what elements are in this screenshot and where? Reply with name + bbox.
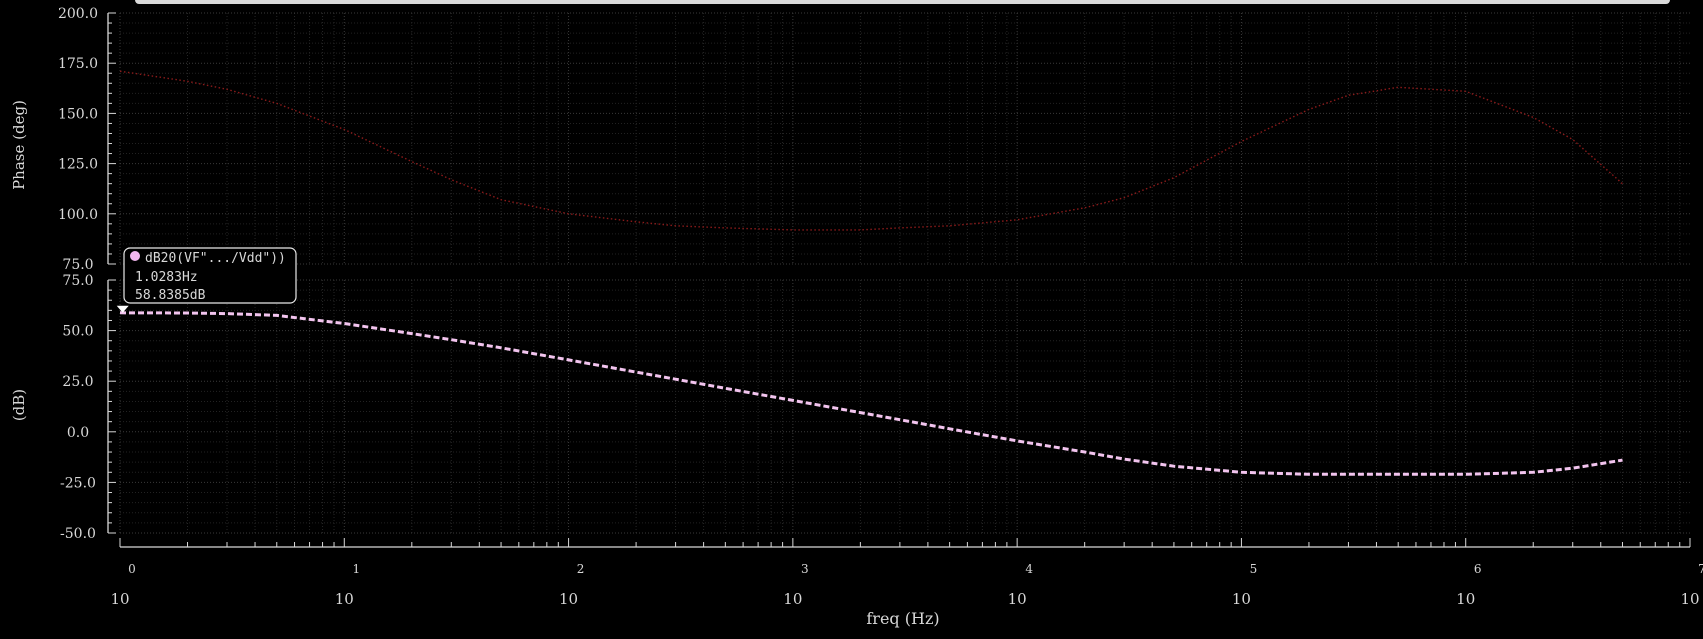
db-y-tick-label: -50.0 xyxy=(60,526,96,542)
x-tick-exponent: 3 xyxy=(801,562,809,576)
x-tick-base: 10 xyxy=(1232,590,1251,608)
db-y-tick-label: 50.0 xyxy=(62,324,93,340)
x-tick-exponent: 1 xyxy=(352,562,360,576)
phase-series-line xyxy=(119,70,1623,231)
phase-axis-label: Phase (deg) xyxy=(10,100,28,190)
marker-readout[interactable]: dB20(VF".../Vdd")) 1.0283Hz 58.8385dB xyxy=(123,247,297,304)
phase-y-tick-label: 125.0 xyxy=(58,157,98,173)
marker-point xyxy=(116,305,129,313)
db-y-tick-label: 0.0 xyxy=(67,425,89,441)
x-tick-base: 10 xyxy=(1456,590,1475,608)
phase-y-tick-label: 200.0 xyxy=(58,6,98,22)
x-tick-base: 10 xyxy=(335,590,354,608)
db-y-tick-label: 25.0 xyxy=(62,374,93,390)
x-tick-exponent: 2 xyxy=(577,562,585,576)
phase-y-tick-label: 75.0 xyxy=(62,257,93,273)
phase-y-tick-label: 175.0 xyxy=(58,56,98,72)
db-axis-label: (dB) xyxy=(10,389,28,421)
x-tick-exponent: 5 xyxy=(1250,562,1258,576)
x-tick-exponent: 0 xyxy=(128,562,136,576)
marker-y-value: 58.8385dB xyxy=(135,288,206,303)
db-y-tick-label: -25.0 xyxy=(60,475,96,491)
phase-y-tick-label: 150.0 xyxy=(58,106,98,122)
x-tick-exponent: 6 xyxy=(1474,562,1482,576)
x-tick-exponent: 4 xyxy=(1025,562,1033,576)
x-tick-base: 10 xyxy=(559,590,578,608)
x-tick-base: 10 xyxy=(783,590,802,608)
db-series-line xyxy=(119,311,1623,476)
marker-trace-label: dB20(VF".../Vdd")) xyxy=(145,251,286,266)
x-tick-base: 10 xyxy=(1008,590,1027,608)
marker-x-value: 1.0283Hz xyxy=(135,270,198,285)
phase-y-tick-label: 100.0 xyxy=(58,207,98,223)
x-tick-base: 10 xyxy=(1680,590,1699,608)
marker-color-dot xyxy=(130,251,140,261)
marker-readout-box xyxy=(123,247,297,304)
window-title-bar xyxy=(135,0,1670,4)
x-tick-base: 10 xyxy=(110,590,129,608)
db-y-tick-label: 75.0 xyxy=(62,273,93,289)
freq-axis-label: freq (Hz) xyxy=(866,609,939,628)
x-tick-exponent: 7 xyxy=(1698,562,1703,576)
